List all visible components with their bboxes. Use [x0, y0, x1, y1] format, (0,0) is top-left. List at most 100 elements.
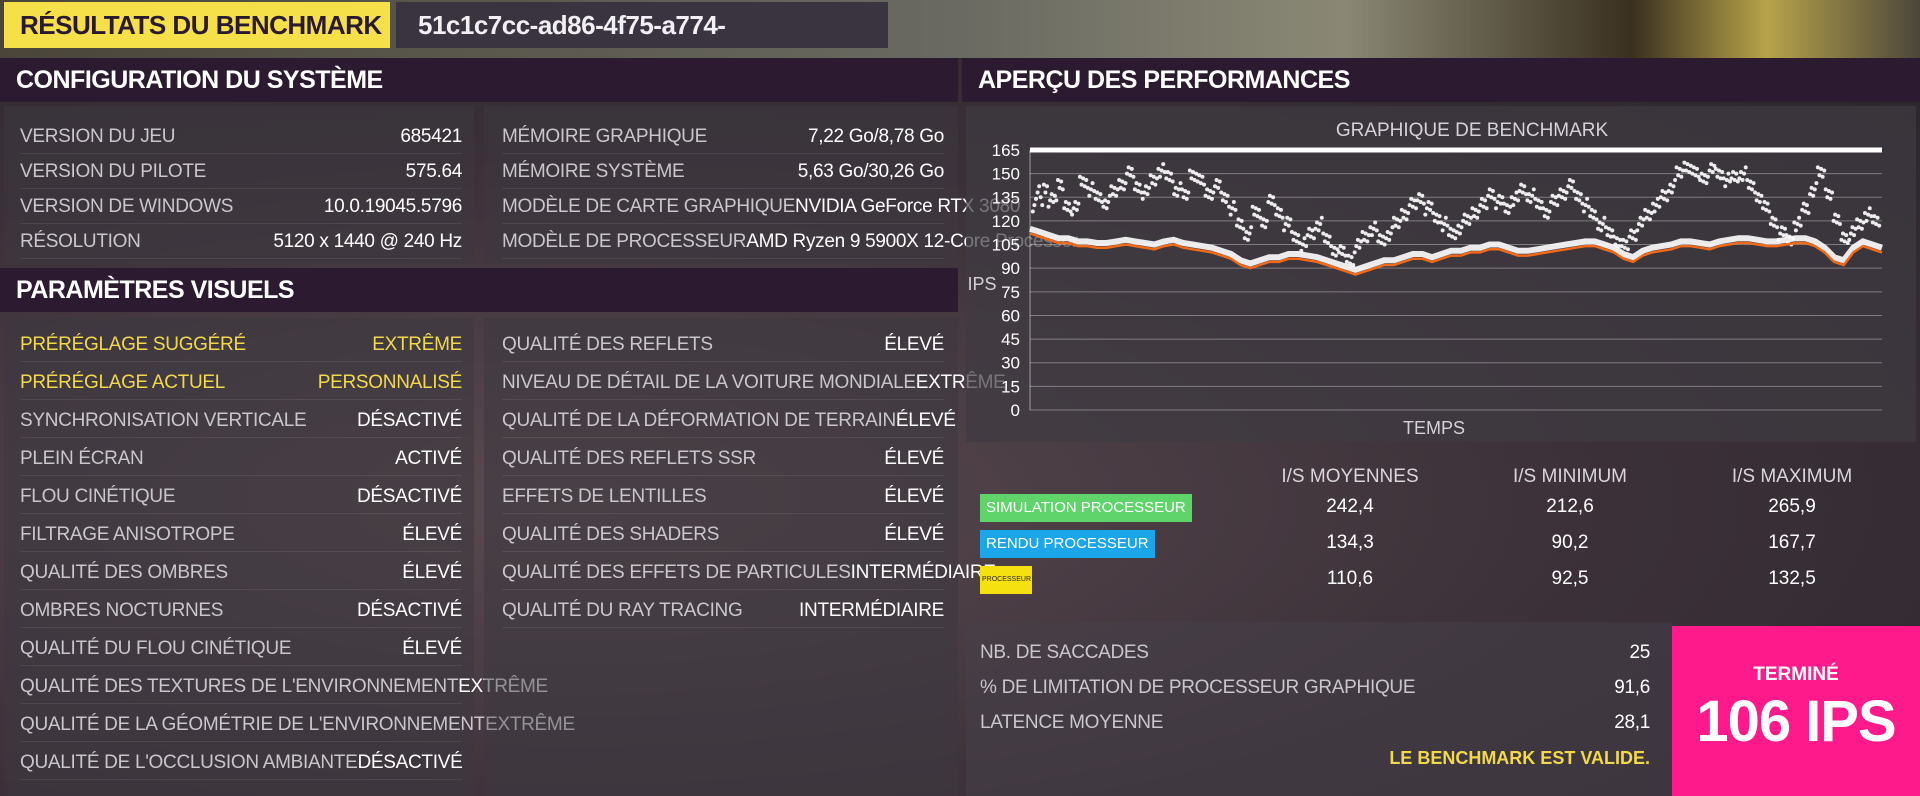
chart-point	[1710, 170, 1715, 175]
setting-row: MODÈLE DE PROCESSEUR AMD Ryzen 9 5900X 12…	[502, 225, 1078, 259]
setting-value: ACTIVÉ	[395, 447, 462, 469]
chart-point	[1220, 198, 1225, 203]
chart-x-axis-label: TEMPS	[1403, 418, 1465, 438]
chart-point	[1406, 211, 1411, 216]
chart-point	[1500, 195, 1505, 200]
chart-point	[1547, 209, 1552, 214]
chart-point	[1145, 192, 1150, 197]
chart-point	[1693, 173, 1698, 178]
chart-point	[1569, 185, 1574, 190]
chart-point	[1578, 192, 1583, 197]
stats-value: 110,6	[1326, 568, 1374, 589]
setting-value: DÉSACTIVÉ	[357, 409, 462, 431]
chart-point	[1426, 200, 1431, 204]
chart-point	[1219, 190, 1224, 195]
setting-value: DÉSACTIVÉ	[357, 751, 463, 773]
chart-point	[1302, 236, 1307, 241]
summary-value: 91,6	[1614, 677, 1650, 698]
chart-point	[1126, 165, 1131, 170]
chart-point	[1495, 200, 1500, 204]
chart-y-tick-label: 105	[992, 236, 1020, 255]
chart-point	[1509, 195, 1514, 200]
chart-point	[1088, 187, 1093, 192]
chart-point	[1473, 207, 1478, 212]
chart-point	[1184, 196, 1189, 201]
setting-value: ÉLEVÉ	[402, 523, 462, 545]
chart-point	[1506, 211, 1511, 216]
chart-series-band	[1029, 225, 1883, 273]
chart-point	[1770, 215, 1775, 220]
chart-point	[1293, 231, 1298, 236]
chart-point	[1581, 209, 1586, 214]
chart-point	[1052, 193, 1057, 198]
chart-point	[1224, 200, 1229, 204]
chart-point	[1519, 182, 1524, 187]
stats-value: 92,5	[1551, 568, 1589, 589]
chart-point	[1484, 206, 1489, 211]
chart-point	[1076, 201, 1081, 206]
system-config-heading: CONFIGURATION DU SYSTÈME	[0, 58, 958, 102]
chart-point	[1283, 222, 1288, 227]
chart-point	[1479, 196, 1484, 201]
performance-heading: APERÇU DES PERFORMANCES	[962, 58, 1920, 102]
chart-point	[1222, 192, 1227, 197]
chart-point	[1282, 228, 1287, 233]
chart-point	[1467, 222, 1472, 227]
setting-label: PLEIN ÉCRAN	[20, 447, 144, 469]
chart-point	[1148, 173, 1153, 178]
setting-row: QUALITÉ DU RAY TRACING INTERMÉDIAIRE	[502, 594, 944, 628]
chart-point	[1690, 171, 1695, 176]
chart-point	[1288, 217, 1293, 222]
setting-row: QUALITÉ DES REFLETS SSR ÉLEVÉ	[502, 442, 944, 476]
chart-y-axis-label: IPS	[967, 274, 996, 294]
chart-point	[1280, 215, 1285, 220]
chart-point	[1454, 229, 1459, 234]
chart-y-tick-label: 165	[992, 141, 1020, 160]
chart-point	[1556, 193, 1561, 198]
visual-left-panel: PRÉRÉGLAGE SUGGÉRÉ EXTRÊME PRÉRÉGLAGE ACTU…	[4, 318, 575, 796]
chart-point	[1070, 212, 1075, 217]
chart-point	[1877, 223, 1882, 228]
chart-point	[1252, 212, 1257, 217]
chart-point	[1533, 196, 1538, 201]
chart-point	[1384, 236, 1389, 241]
chart-point	[1870, 220, 1875, 225]
chart-point	[1250, 204, 1255, 209]
chart-point	[1487, 187, 1492, 192]
chart-point	[1673, 177, 1678, 182]
chart-point	[1679, 174, 1684, 179]
chart-point	[1098, 192, 1103, 197]
chart-point	[1253, 206, 1258, 211]
chart-point	[1470, 206, 1475, 211]
chart-point	[1041, 182, 1046, 187]
chart-point	[1768, 222, 1773, 227]
setting-row: FLOU CINÉTIQUE DÉSACTIVÉ	[20, 480, 462, 514]
setting-value: 685421	[400, 125, 462, 147]
chart-point	[1804, 203, 1809, 208]
chart-point	[1230, 206, 1235, 211]
chart-point	[1721, 176, 1726, 181]
chart-point	[1318, 222, 1323, 227]
chart-point	[1746, 185, 1751, 190]
chart-point	[1115, 187, 1120, 192]
chart-point	[1476, 209, 1481, 214]
chart-point	[1172, 192, 1177, 197]
chart-point	[1542, 214, 1547, 219]
chart-point	[1040, 203, 1045, 208]
setting-row: QUALITÉ DES REFLETS ÉLEVÉ	[502, 328, 944, 362]
setting-row: VERSION DU PILOTE 575.64	[20, 155, 462, 189]
chart-point	[1784, 233, 1789, 238]
chart-point	[1420, 193, 1425, 198]
chart-point	[1683, 168, 1688, 173]
stats-series-badge: RENDU PROCESSEUR	[980, 530, 1155, 558]
chart-point	[1096, 198, 1101, 203]
chart-point	[1435, 220, 1440, 225]
page-title: RÉSULTATS DU BENCHMARK	[4, 2, 390, 48]
setting-value: 5120 x 1440 @ 240 Hz	[273, 230, 462, 252]
chart-point	[1121, 187, 1126, 192]
chart-point	[1181, 195, 1186, 200]
chart-point	[1095, 190, 1100, 195]
chart-point	[1852, 233, 1857, 238]
chart-point	[1446, 233, 1451, 238]
chart-point	[1505, 203, 1510, 208]
